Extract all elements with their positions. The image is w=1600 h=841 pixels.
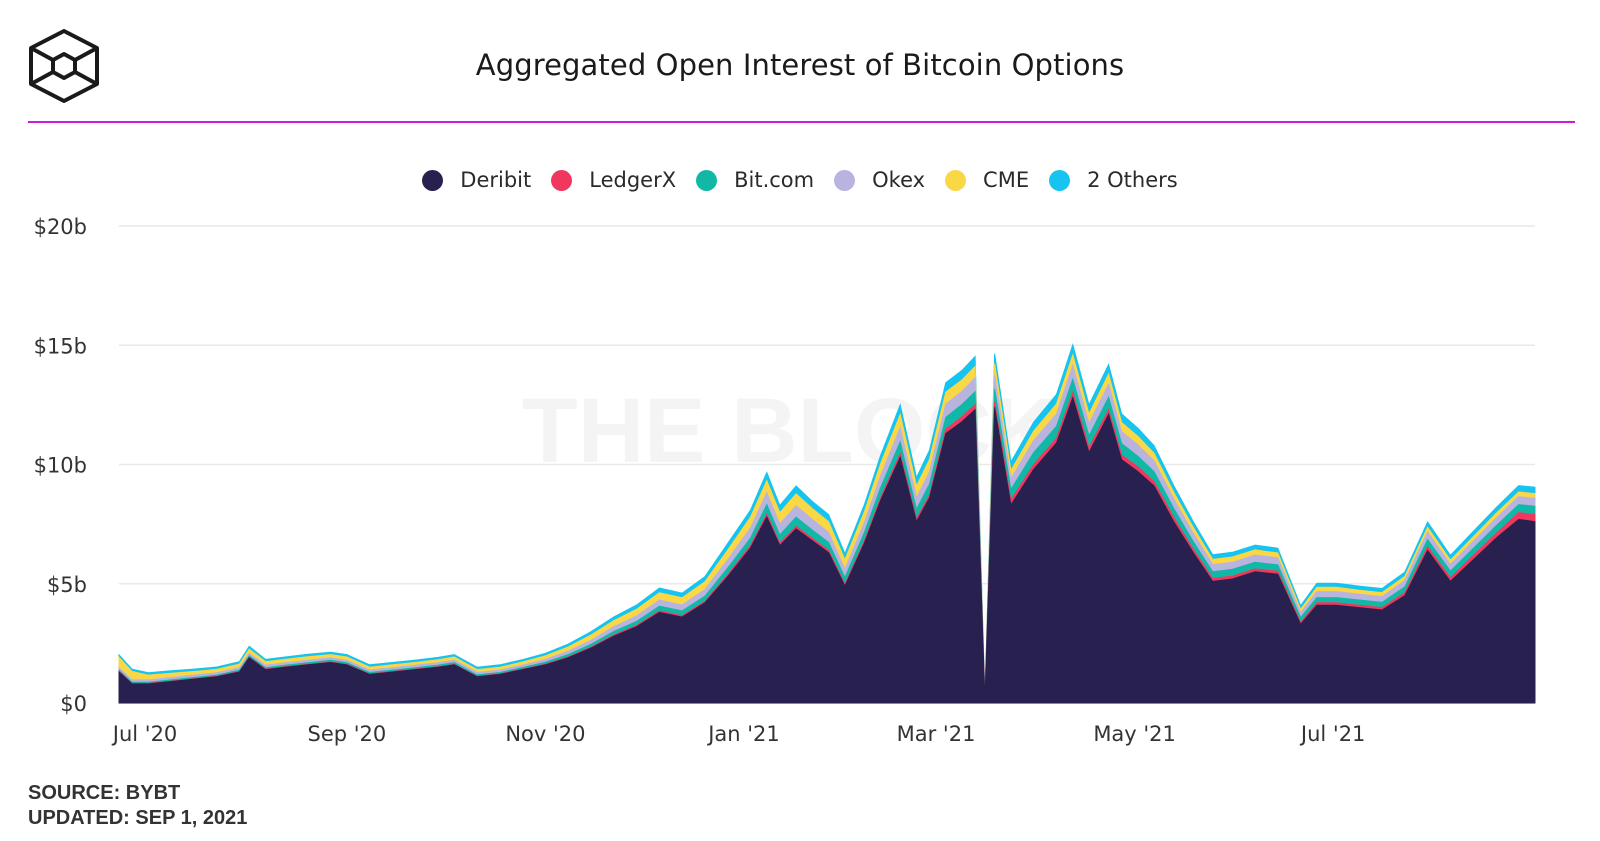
source-note: SOURCE: BYBT xyxy=(28,782,181,804)
legend-label: 2 Others xyxy=(1087,168,1178,192)
area-series-deribit xyxy=(118,396,1536,704)
chart-footer: SOURCE: BYBT UPDATED: SEP 1, 2021 xyxy=(28,781,247,831)
y-tick-label: $20b xyxy=(34,215,87,239)
x-tick-label: Jan '21 xyxy=(706,722,780,746)
y-tick-label: $0 xyxy=(60,692,87,716)
legend-item-2-others[interactable]: 2 Others xyxy=(1049,168,1178,192)
area-layers xyxy=(118,343,1536,704)
legend-item-okex[interactable]: Okex xyxy=(834,168,925,192)
y-tick-label: $5b xyxy=(47,573,87,597)
legend-item-bit-com[interactable]: Bit.com xyxy=(696,168,814,192)
legend-item-cme[interactable]: CME xyxy=(945,168,1029,192)
legend-item-deribit[interactable]: Deribit xyxy=(422,168,531,192)
legend-swatch xyxy=(834,169,856,191)
chart-title: Aggregated Open Interest of Bitcoin Opti… xyxy=(475,48,1125,82)
updated-note: UPDATED: SEP 1, 2021 xyxy=(28,807,248,829)
legend-label: Okex xyxy=(872,168,926,192)
x-tick-label: Jul '21 xyxy=(1299,722,1366,746)
legend-label: Bit.com xyxy=(734,168,815,192)
x-tick-label: May '21 xyxy=(1093,722,1176,746)
x-tick-label: Nov '20 xyxy=(505,722,585,746)
x-tick-label: Jul '20 xyxy=(111,722,178,746)
chart-legend: Deribit LedgerX Bit.com Okex CME 2 Others xyxy=(0,168,1600,192)
chart-header: Aggregated Open Interest of Bitcoin Opti… xyxy=(0,0,1600,125)
the-block-logo-icon xyxy=(29,29,99,103)
legend-label: CME xyxy=(983,168,1030,192)
legend-swatch xyxy=(696,169,718,191)
legend-swatch xyxy=(422,169,444,191)
x-tick-label: Sep '20 xyxy=(307,722,386,746)
legend-label: LedgerX xyxy=(589,168,677,192)
legend-label: Deribit xyxy=(460,168,532,192)
legend-item-ledgerx[interactable]: LedgerX xyxy=(551,168,676,192)
title-divider xyxy=(28,121,1575,123)
legend-swatch xyxy=(551,169,573,191)
y-tick-label: $15b xyxy=(34,334,87,358)
legend-swatch xyxy=(1049,169,1071,191)
legend-swatch xyxy=(945,169,967,191)
y-tick-label: $10b xyxy=(34,454,87,478)
x-tick-label: Mar '21 xyxy=(897,722,976,746)
